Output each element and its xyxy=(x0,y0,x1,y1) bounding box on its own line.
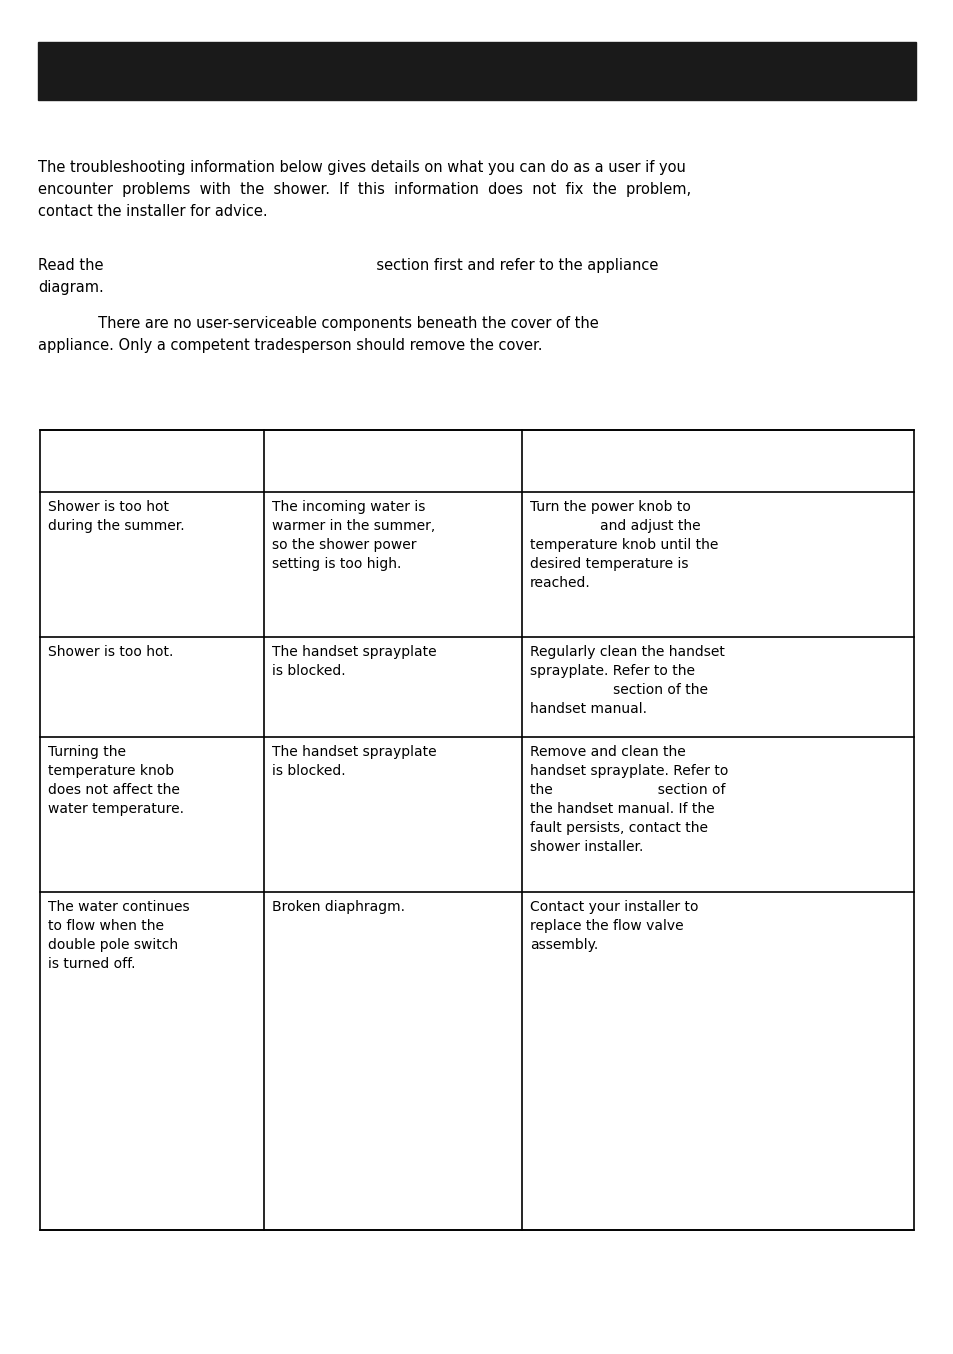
Text: The water continues
to flow when the
double pole switch
is turned off.: The water continues to flow when the dou… xyxy=(48,900,190,971)
Text: Broken diaphragm.: Broken diaphragm. xyxy=(272,900,405,914)
Text: The handset sprayplate
is blocked.: The handset sprayplate is blocked. xyxy=(272,645,436,678)
Text: The troubleshooting information below gives details on what you can do as a user: The troubleshooting information below gi… xyxy=(38,160,685,175)
Text: appliance. Only a competent tradesperson should remove the cover.: appliance. Only a competent tradesperson… xyxy=(38,338,542,353)
Text: contact the installer for advice.: contact the installer for advice. xyxy=(38,204,268,219)
Text: There are no user-serviceable components beneath the cover of the: There are no user-serviceable components… xyxy=(38,315,598,330)
Text: Turn the power knob to
                and adjust the
temperature knob until the: Turn the power knob to and adjust the te… xyxy=(529,500,718,590)
Bar xyxy=(38,42,915,100)
Text: encounter  problems  with  the  shower.  If  this  information  does  not  fix  : encounter problems with the shower. If t… xyxy=(38,181,690,196)
Text: The incoming water is
warmer in the summer,
so the shower power
setting is too h: The incoming water is warmer in the summ… xyxy=(272,500,436,571)
Text: Contact your installer to
replace the flow valve
assembly.: Contact your installer to replace the fl… xyxy=(529,900,698,952)
Text: Regularly clean the handset
sprayplate. Refer to the
                   section : Regularly clean the handset sprayplate. … xyxy=(529,645,724,716)
Text: diagram.: diagram. xyxy=(38,280,104,295)
Text: Shower is too hot.: Shower is too hot. xyxy=(48,645,173,659)
Text: Turning the
temperature knob
does not affect the
water temperature.: Turning the temperature knob does not af… xyxy=(48,745,184,816)
Text: Shower is too hot
during the summer.: Shower is too hot during the summer. xyxy=(48,500,185,533)
Text: Remove and clean the
handset sprayplate. Refer to
the                        sec: Remove and clean the handset sprayplate.… xyxy=(529,745,727,854)
Text: Read the                                                           section first: Read the section first xyxy=(38,259,658,274)
Text: The handset sprayplate
is blocked.: The handset sprayplate is blocked. xyxy=(272,745,436,779)
Bar xyxy=(40,431,913,1229)
